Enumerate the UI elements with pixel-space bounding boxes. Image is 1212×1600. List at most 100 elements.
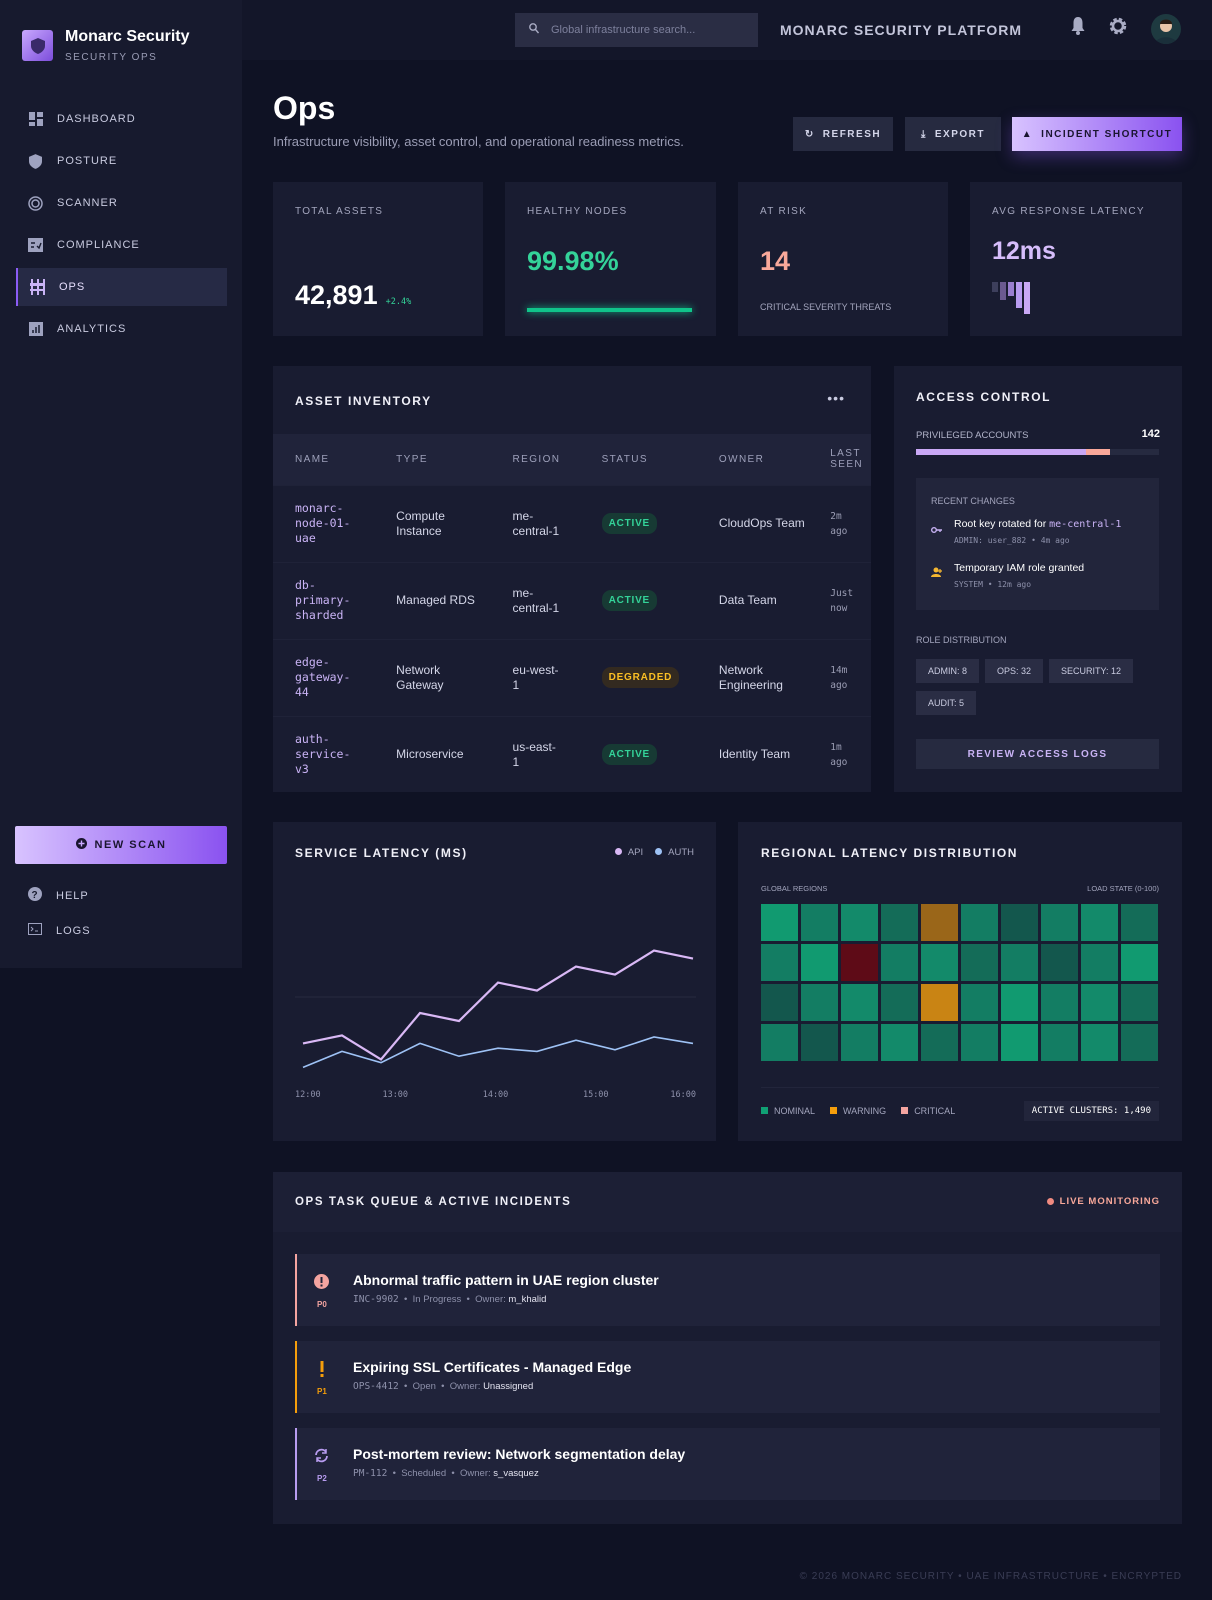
sidebar-item-analytics[interactable]: ANALYTICS xyxy=(16,310,227,348)
heatmap-cell[interactable] xyxy=(761,904,798,941)
role-badge: SECURITY: 12 xyxy=(1049,659,1134,683)
live-dot-icon xyxy=(1046,1198,1054,1205)
heatmap-cell[interactable] xyxy=(961,904,998,941)
heatmap-cell[interactable] xyxy=(841,1024,878,1061)
heatmap-cell[interactable] xyxy=(1081,904,1118,941)
new-scan-button[interactable]: NEW SCAN xyxy=(15,826,227,864)
heatmap-cell[interactable] xyxy=(1041,904,1078,941)
heatmap-cell[interactable] xyxy=(881,904,918,941)
sidebar-item-dashboard[interactable]: DASHBOARD xyxy=(16,100,227,138)
x-tick-label: 15:00 xyxy=(583,1090,609,1100)
gear-icon[interactable] xyxy=(1108,16,1128,41)
change-text: Temporary IAM role granted xyxy=(954,562,1085,574)
user-avatar[interactable] xyxy=(1151,14,1181,44)
column-header[interactable]: STATUS xyxy=(579,434,697,485)
sidebar-item-ops[interactable]: OPS xyxy=(16,268,227,306)
heatmap-cell[interactable] xyxy=(1041,1024,1078,1061)
heatmap-cell[interactable] xyxy=(761,944,798,981)
heatmap-cell[interactable] xyxy=(801,904,838,941)
change-item: Root key rotated for me-central-1 xyxy=(954,518,1121,530)
heatmap-cell[interactable] xyxy=(1001,1024,1038,1061)
heatmap-cell[interactable] xyxy=(1001,944,1038,981)
review-access-logs-button[interactable]: REVIEW ACCESS LOGS xyxy=(916,739,1159,769)
sparkline-bar xyxy=(992,282,998,292)
heatmap-cell[interactable] xyxy=(881,1024,918,1061)
table-row[interactable]: edge-gateway-44 Network Gateway eu-west-1 D… xyxy=(273,638,871,716)
heatmap-cell[interactable] xyxy=(1001,984,1038,1021)
heatmap-cell[interactable] xyxy=(921,1024,958,1061)
status-badge: ACTIVE xyxy=(601,513,658,534)
incident-meta: OPS-4412 • Open • Owner: Unassigned xyxy=(353,1381,534,1392)
column-header[interactable]: LAST SEEN xyxy=(808,434,871,485)
incident-status: Scheduled xyxy=(401,1468,447,1479)
refresh-button[interactable]: ↻ REFRESH xyxy=(793,117,893,151)
sidebar-item-compliance[interactable]: COMPLIANCE xyxy=(16,226,227,264)
heatmap-cell[interactable] xyxy=(761,984,798,1021)
legend-label: NOMINAL xyxy=(774,1106,816,1116)
heatmap-cell[interactable] xyxy=(1081,984,1118,1021)
incident-meta: INC-9902 • In Progress • Owner: m_khalid xyxy=(353,1294,547,1305)
role-distribution-title: ROLE DISTRIBUTION xyxy=(916,635,1007,645)
heatmap-cell[interactable] xyxy=(1121,944,1158,981)
sidebar-item-scanner[interactable]: SCANNER xyxy=(16,184,227,222)
column-header[interactable]: REGION xyxy=(490,434,580,485)
type-text: Microservice xyxy=(396,747,464,762)
column-header[interactable]: TYPE xyxy=(374,434,491,485)
cell-owner: Data Team xyxy=(696,561,809,639)
heatmap-cell[interactable] xyxy=(801,1024,838,1061)
heatmap-cell[interactable] xyxy=(1001,904,1038,941)
heatmap-cell[interactable] xyxy=(801,984,838,1021)
plus-circle-icon xyxy=(75,838,87,852)
heatmap-cell[interactable] xyxy=(961,1024,998,1061)
cell-region: me-central-1 xyxy=(490,561,580,639)
incident-owner: Unassigned xyxy=(483,1381,534,1392)
incident-item[interactable]: P2 Post-mortem review: Network segmentat… xyxy=(295,1428,1160,1500)
bell-icon[interactable] xyxy=(1070,16,1086,40)
more-options-icon[interactable]: ••• xyxy=(827,390,845,406)
heatmap-cell[interactable] xyxy=(1121,904,1158,941)
cell-name: auth-service-v3 xyxy=(273,715,375,793)
cell-seen: 1m ago xyxy=(808,715,871,793)
live-monitoring-indicator: LIVE MONITORING xyxy=(1046,1196,1160,1207)
heatmap-cell[interactable] xyxy=(801,944,838,981)
heatmap-cell[interactable] xyxy=(1121,984,1158,1021)
heatmap-cell[interactable] xyxy=(1081,1024,1118,1061)
incident-shortcut-button[interactable]: ▲ INCIDENT SHORTCUT xyxy=(1012,117,1182,151)
change-meta: ADMIN: user_882 • 4m ago xyxy=(954,536,1070,545)
heatmap-cell[interactable] xyxy=(881,984,918,1021)
table-row[interactable]: db-primary-sharded Managed RDS me-central-… xyxy=(273,561,871,639)
help-link[interactable]: ? HELP xyxy=(28,887,208,904)
cell-status: ACTIVE xyxy=(579,484,697,562)
heatmap-cell[interactable] xyxy=(1081,944,1118,981)
regional-latency-panel: REGIONAL LATENCY DISTRIBUTION GLOBAL REG… xyxy=(738,822,1182,1141)
sidebar-item-posture[interactable]: POSTURE xyxy=(16,142,227,180)
heatmap-cell[interactable] xyxy=(841,944,878,981)
export-button[interactable]: ⤓ EXPORT xyxy=(905,117,1001,151)
cell-seen: 14m ago xyxy=(808,638,871,716)
heatmap-cell[interactable] xyxy=(921,984,958,1021)
brand[interactable]: Monarc Security SECURITY OPS xyxy=(22,28,189,63)
heatmap-cell[interactable] xyxy=(961,944,998,981)
logs-link[interactable]: LOGS xyxy=(28,923,208,938)
incident-item[interactable]: P0 Abnormal traffic pattern in UAE regio… xyxy=(295,1254,1160,1326)
sparkline-bar xyxy=(1024,282,1030,314)
heatmap-cell[interactable] xyxy=(1121,1024,1158,1061)
heatmap-cell[interactable] xyxy=(1041,984,1078,1021)
kpi-value: 99.98% xyxy=(527,246,619,276)
heatmap-cell[interactable] xyxy=(761,1024,798,1061)
heatmap-cell[interactable] xyxy=(841,984,878,1021)
heatmap-cell[interactable] xyxy=(1041,944,1078,981)
healthy-progress-bar xyxy=(527,308,692,312)
column-header[interactable]: OWNER xyxy=(696,434,809,485)
incident-item[interactable]: P1 Expiring SSL Certificates - Managed E… xyxy=(295,1341,1160,1413)
column-header[interactable]: NAME xyxy=(273,434,375,485)
table-row[interactable]: monarc-node-01-uae Compute Instance me-cen… xyxy=(273,484,871,562)
heatmap-cell[interactable] xyxy=(921,944,958,981)
heatmap-cell[interactable] xyxy=(841,904,878,941)
heatmap-cell[interactable] xyxy=(881,944,918,981)
heatmap-cell[interactable] xyxy=(961,984,998,1021)
heatmap-cell[interactable] xyxy=(921,904,958,941)
global-search-input[interactable]: Global infrastructure search... xyxy=(515,13,758,47)
table-row[interactable]: auth-service-v3 Microservice us-east-1 ACTI… xyxy=(273,715,871,793)
owner-label: Owner: xyxy=(460,1468,491,1479)
